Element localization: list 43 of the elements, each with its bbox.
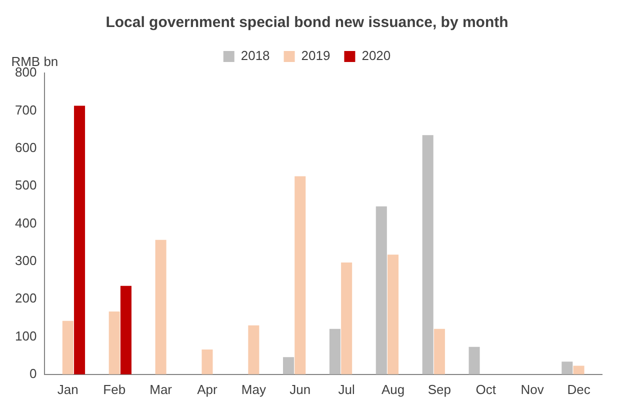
x-tick-label: Jul (338, 382, 355, 397)
bar (376, 206, 387, 374)
bar (468, 346, 480, 374)
bar (202, 350, 213, 374)
y-tick-label: 600 (14, 140, 37, 155)
bar (155, 240, 166, 374)
x-tick-label: Aug (381, 382, 405, 397)
legend-label: 2018 (240, 48, 270, 64)
bar (120, 286, 132, 374)
y-tick-label: 0 (29, 366, 37, 381)
x-tick-label: Sep (428, 382, 452, 397)
legend-label: 2019 (301, 48, 330, 64)
bar (562, 362, 573, 374)
chart-title: Local government special bond new issuance, by month (106, 14, 508, 32)
y-tick-label: 500 (14, 178, 37, 193)
x-tick-label: Oct (476, 382, 496, 397)
y-tick-label: 300 (14, 252, 37, 268)
bar (329, 328, 340, 374)
x-tick-label: Jun (290, 382, 311, 397)
bar (62, 320, 74, 374)
bar (422, 135, 434, 374)
legend-label: 2020 (362, 48, 391, 64)
y-tick-label: 200 (14, 290, 37, 306)
x-tick-label: Jan (57, 382, 78, 397)
bar (283, 357, 294, 374)
bar (387, 254, 399, 374)
bar (248, 325, 260, 374)
y-tick-label: 800 (14, 64, 37, 80)
x-tick-label: Dec (567, 382, 591, 397)
y-tick-label: 100 (14, 328, 37, 344)
bar (294, 176, 306, 374)
x-tick-label: Mar (150, 382, 173, 397)
bar (108, 311, 120, 374)
x-tick-label: Apr (197, 382, 218, 397)
x-tick-label: May (241, 382, 266, 397)
bar (434, 328, 445, 374)
y-tick-label: 400 (14, 215, 37, 230)
x-tick-label: Feb (103, 382, 126, 397)
y-tick-label: 700 (14, 102, 37, 118)
x-tick-label: Nov (520, 382, 544, 397)
bar (573, 366, 584, 374)
bar (74, 106, 86, 374)
bar (341, 262, 352, 374)
